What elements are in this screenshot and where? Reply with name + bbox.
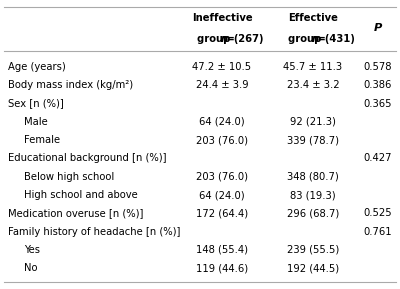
- Text: 47.2 ± 10.5: 47.2 ± 10.5: [192, 62, 252, 72]
- Text: n: n: [312, 34, 319, 44]
- Text: 172 (64.4): 172 (64.4): [196, 208, 248, 218]
- Text: Effective: Effective: [288, 13, 338, 23]
- Text: 0.365: 0.365: [364, 99, 392, 109]
- Text: Educational background [n (%)]: Educational background [n (%)]: [8, 153, 166, 164]
- Text: 24.4 ± 3.9: 24.4 ± 3.9: [196, 80, 248, 90]
- Text: 148 (55.4): 148 (55.4): [196, 245, 248, 255]
- Text: Male: Male: [24, 117, 48, 127]
- Text: n: n: [221, 34, 228, 44]
- Text: 83 (19.3): 83 (19.3): [290, 190, 336, 200]
- Text: Sex [n (%)]: Sex [n (%)]: [8, 99, 64, 109]
- Text: High school and above: High school and above: [24, 190, 138, 200]
- Text: 119 (44.6): 119 (44.6): [196, 263, 248, 273]
- Text: 348 (80.7): 348 (80.7): [287, 172, 339, 182]
- Text: 203 (76.0): 203 (76.0): [196, 135, 248, 145]
- Text: 339 (78.7): 339 (78.7): [287, 135, 339, 145]
- Text: Below high school: Below high school: [24, 172, 114, 182]
- Text: = 431): = 431): [314, 34, 355, 44]
- Text: 239 (55.5): 239 (55.5): [287, 245, 339, 255]
- Text: 0.427: 0.427: [364, 153, 392, 164]
- Text: 0.525: 0.525: [364, 208, 392, 218]
- Text: 192 (44.5): 192 (44.5): [287, 263, 339, 273]
- Text: = 267): = 267): [223, 34, 264, 44]
- Text: 203 (76.0): 203 (76.0): [196, 172, 248, 182]
- Text: No: No: [24, 263, 38, 273]
- Text: Age (years): Age (years): [8, 62, 66, 72]
- Text: 23.4 ± 3.2: 23.4 ± 3.2: [287, 80, 339, 90]
- Text: Body mass index (kg/m²): Body mass index (kg/m²): [8, 80, 133, 90]
- Text: 92 (21.3): 92 (21.3): [290, 117, 336, 127]
- Text: P: P: [374, 23, 382, 34]
- Text: 45.7 ± 11.3: 45.7 ± 11.3: [284, 62, 342, 72]
- Text: Female: Female: [24, 135, 60, 145]
- Text: 64 (24.0): 64 (24.0): [199, 117, 245, 127]
- Text: group (: group (: [197, 34, 238, 44]
- Text: group (: group (: [288, 34, 329, 44]
- Text: 64 (24.0): 64 (24.0): [199, 190, 245, 200]
- Text: Medication overuse [n (%)]: Medication overuse [n (%)]: [8, 208, 143, 218]
- Text: 0.578: 0.578: [364, 62, 392, 72]
- Text: Yes: Yes: [24, 245, 40, 255]
- Text: Family history of headache [n (%)]: Family history of headache [n (%)]: [8, 227, 180, 237]
- Text: 0.386: 0.386: [364, 80, 392, 90]
- Text: Ineffective: Ineffective: [192, 13, 252, 23]
- Text: 0.761: 0.761: [364, 227, 392, 237]
- Text: 296 (68.7): 296 (68.7): [287, 208, 339, 218]
